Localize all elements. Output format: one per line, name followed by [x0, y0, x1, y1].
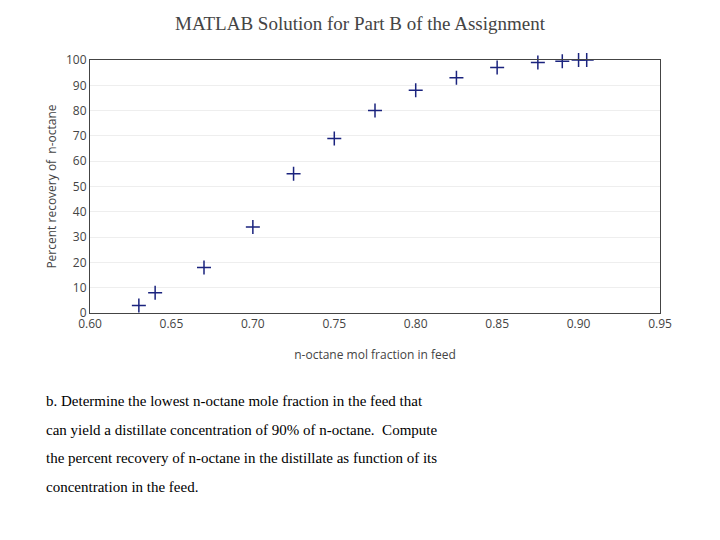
svg-text:0.85: 0.85: [485, 315, 509, 332]
svg-text:0.70: 0.70: [241, 315, 265, 332]
svg-text:MATLAB Solution for Part B of: MATLAB Solution for Part B of the Assign…: [175, 13, 546, 34]
svg-text:0.80: 0.80: [404, 315, 428, 332]
svg-text:50: 50: [73, 178, 87, 195]
svg-text:0.60: 0.60: [78, 315, 102, 332]
svg-text:0.90: 0.90: [567, 315, 591, 332]
svg-text:30: 30: [73, 228, 87, 245]
svg-text:100: 100: [66, 51, 87, 68]
svg-text:concentration in the feed.: concentration in the feed.: [46, 479, 198, 495]
svg-text:60: 60: [73, 152, 87, 169]
svg-text:can yield a distillate concent: can yield a distillate concentration of …: [46, 422, 437, 438]
svg-text:20: 20: [73, 254, 87, 271]
svg-text:40: 40: [73, 203, 87, 220]
svg-text:Percent recovery of n-octane: Percent recovery of n-octane: [43, 104, 60, 268]
svg-text:80: 80: [73, 102, 87, 119]
svg-text:0: 0: [80, 304, 87, 321]
svg-text:10: 10: [73, 279, 87, 296]
svg-text:70: 70: [73, 127, 87, 144]
svg-text:n-octane mol fraction in feed: n-octane mol fraction in feed: [294, 346, 456, 363]
svg-text:b. Determine the lowest n-octa: b. Determine the lowest n-octane mole fr…: [46, 393, 423, 409]
svg-text:90: 90: [73, 77, 87, 94]
svg-text:the percent recovery of n-octa: the percent recovery of n-octane in the …: [46, 450, 437, 466]
svg-text:0.75: 0.75: [322, 315, 346, 332]
svg-text:0.65: 0.65: [160, 315, 184, 332]
svg-text:0.95: 0.95: [648, 315, 672, 332]
